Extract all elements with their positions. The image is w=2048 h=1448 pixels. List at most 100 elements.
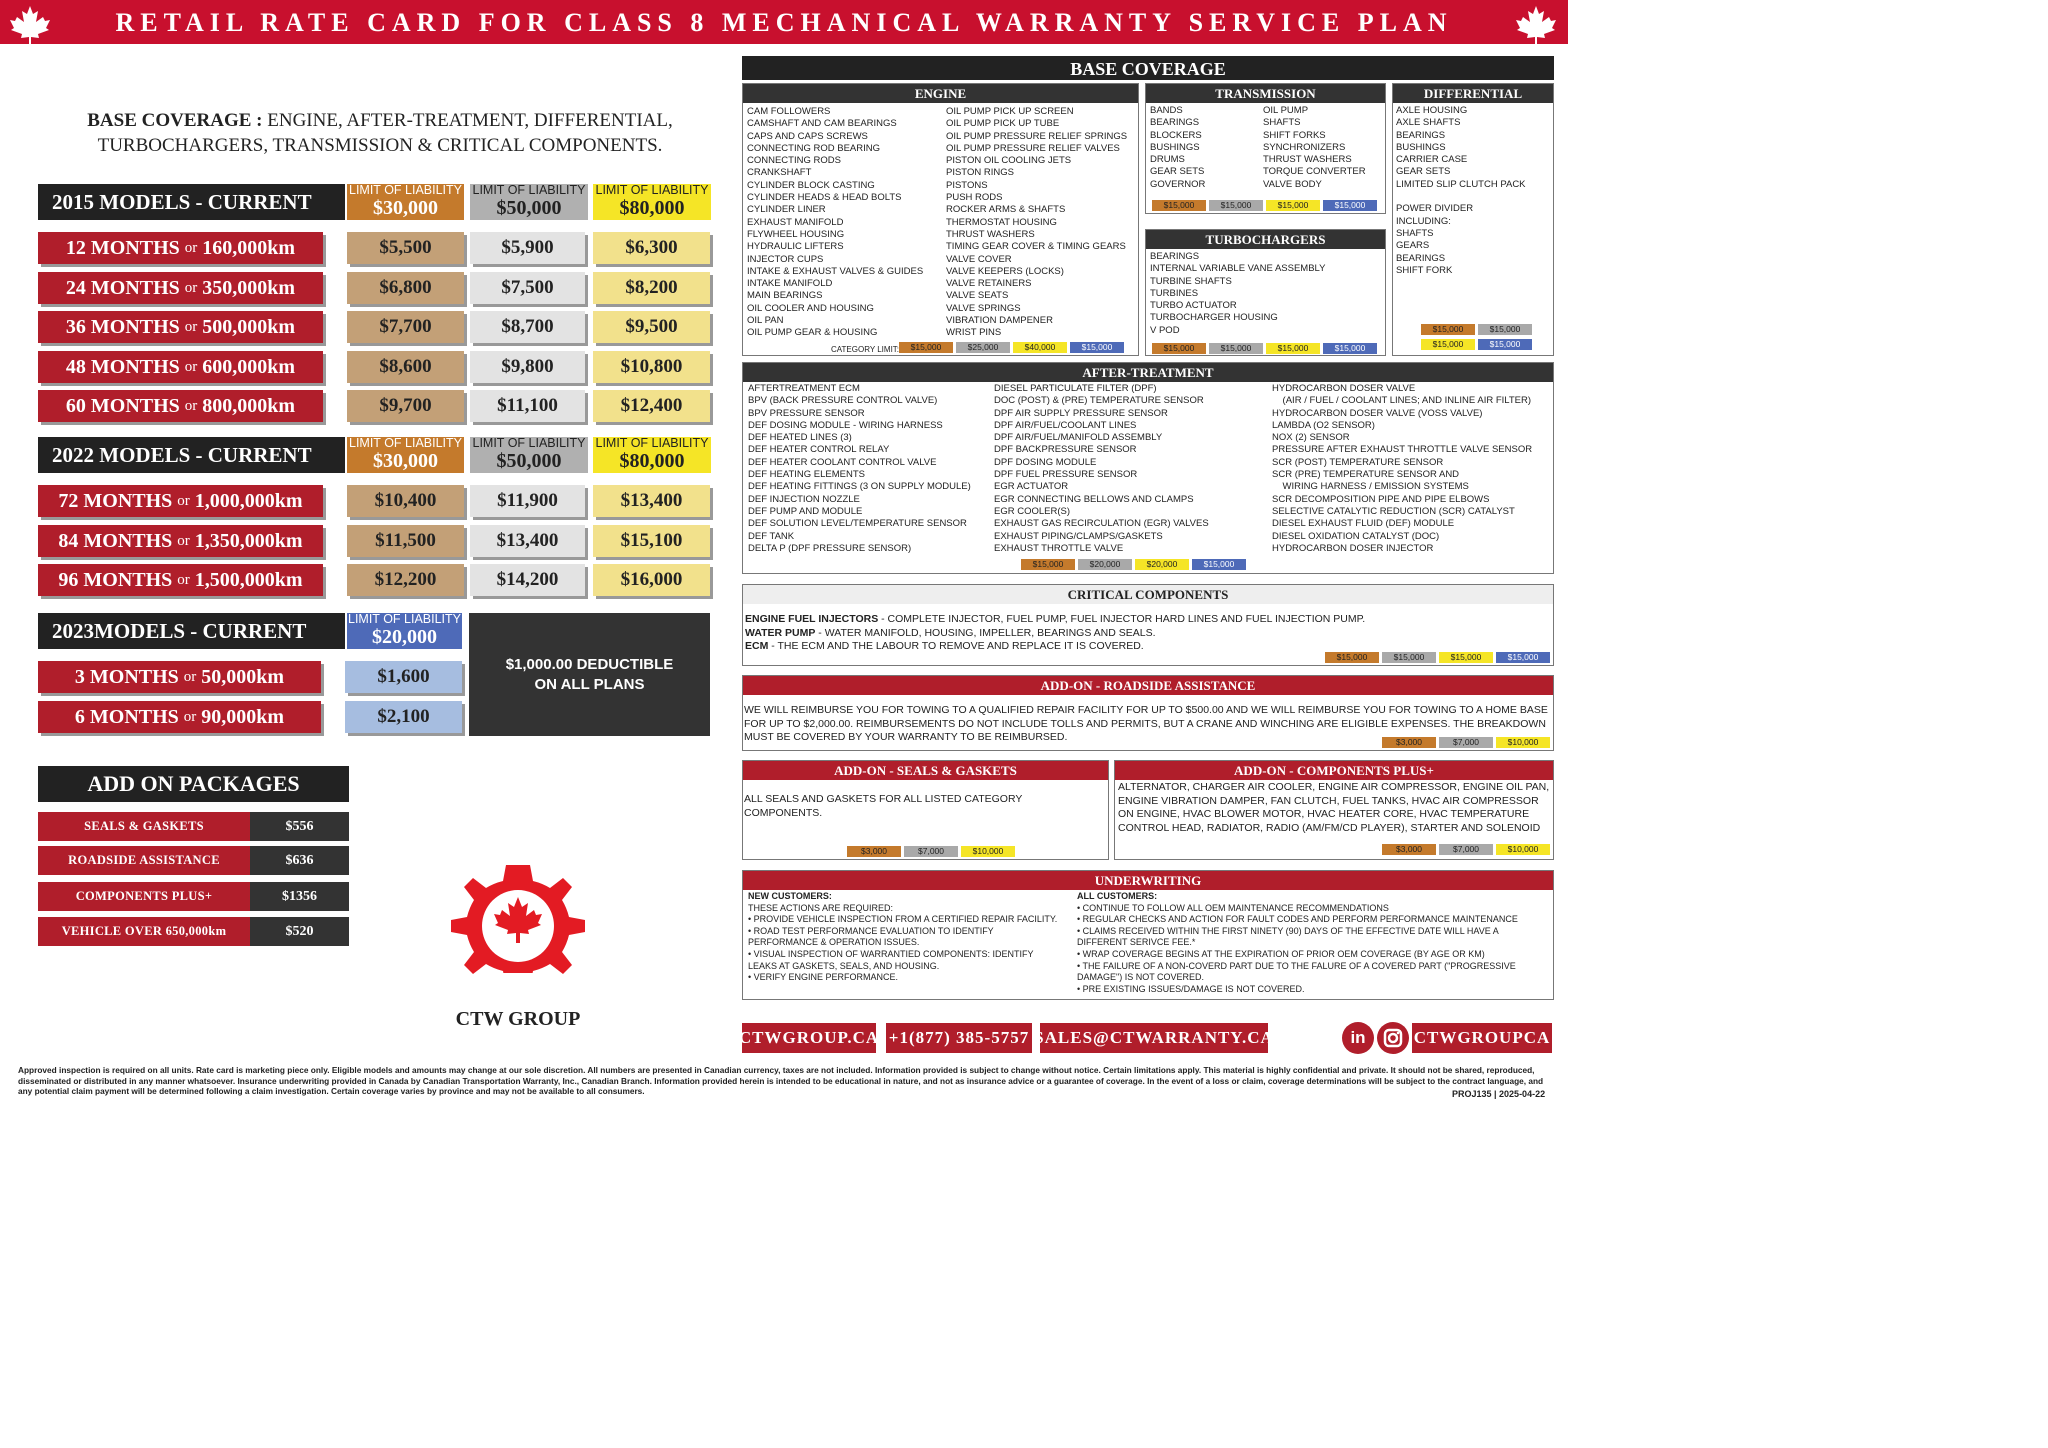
seals-box: ADD-ON - SEALS & GASKETS ALL SEALS AND G… [742,760,1109,860]
new-customers: NEW CUSTOMERS: THESE ACTIONS ARE REQUIRE… [748,891,1057,984]
list-item: AXLE HOUSING [1396,105,1468,116]
list-item: OIL PUMP [1263,105,1309,116]
section-2022-title: 2022 MODELS - CURRENT [38,437,345,473]
seals-text: ALL SEALS AND GASKETS FOR ALL LISTED CAT… [744,793,1023,819]
limit-chip: $15,000 [1478,339,1532,350]
list-item: SHAFTS [1263,117,1301,129]
section-2015-title: 2015 MODELS - CURRENT [38,184,345,220]
list-item: BUSHINGS [1396,141,1446,153]
disclaimer-text: Approved inspection is required on all u… [18,1065,1544,1096]
limit-value: $80,000 [619,197,685,220]
aftertreatment-list-1: AFTERTREATMENT ECM BPV (BACK PRESSURE CON… [748,383,971,555]
list-item: OIL PUMP GEAR & HOUSING [747,327,878,339]
website-link[interactable]: CTWGROUP.CA [739,1023,878,1053]
transmission-list-1: BANDS BEARINGS BLOCKERS BUSHINGS DRUMS GEAR S… [1150,105,1205,191]
maple-leaf-icon [1516,6,1556,44]
components-plus-box: ADD-ON - COMPONENTS PLUS+ ALTERNATOR, CH… [1114,760,1554,860]
limit-chip: $15,000 [1192,559,1246,570]
term-label: 6 MONTHS [74,705,179,728]
list-item: AXLE SHAFTS [1396,117,1461,129]
list-item: CYLINDER LINER [747,204,826,216]
price-cell: $16,000 [593,564,710,596]
turbo-limit-chips: $15,000 $15,000 $15,000 $15,000 [1152,343,1377,354]
limit-chip: $15,000 [1421,339,1475,350]
list-item: POWER DIVIDER [1396,203,1474,215]
list-item: BPV PRESSURE SENSOR [748,407,865,419]
price-cell: $7,700 [347,311,464,343]
list-item: DEF INJECTION NOZZLE [748,493,860,505]
limit-chip: $15,000 [1152,200,1206,211]
limit-chip: $3,000 [847,846,901,857]
term-row-60: 60 MONTHS or 800,000km [38,390,323,422]
instagram-icon[interactable] [1377,1022,1409,1054]
critical-item-name: ENGINE FUEL INJECTORS [745,613,879,625]
list-item: DEF SOLUTION LEVEL/TEMPERATURE SENSOR [748,518,967,530]
limit-chip: $7,000 [1439,844,1493,855]
km-label: 600,000km [202,355,296,378]
term-label: 72 MONTHS [58,489,173,512]
email-link[interactable]: SALES@CTWARRANTY.CA [1034,1023,1273,1053]
list-item: SYNCHRONIZERS [1263,141,1346,153]
section-2023-title: 2023MODELS - CURRENT [38,613,345,649]
list-item: PERFORMANCE & OPERATION ISSUES. [748,937,920,948]
list-item: LEAKS AT GASKETS, SEALS, AND HOUSING. [748,960,940,971]
km-label: 1,350,000km [194,529,303,552]
list-item: BEARINGS [1150,251,1200,262]
list-item: EXHAUST PIPING/CLAMPS/GASKETS [994,530,1163,542]
or-text: or [184,239,198,256]
list-item: TURBINE SHAFTS [1150,275,1232,287]
critical-limit-chips: $15,000 $15,000 $15,000 $15,000 [1325,652,1550,663]
price-cell: $7,500 [470,272,585,304]
transmission-title: TRANSMISSION [1146,84,1385,103]
seals-title: ADD-ON - SEALS & GASKETS [743,761,1108,780]
list-item: BANDS [1150,105,1183,116]
list-item: PRESSURE AFTER EXHAUST THROTTLE VALVE SE… [1272,444,1533,456]
engine-limit-chips: $15,000 $25,000 $40,000 $15,000 [899,342,1124,353]
limit-chip: $10,000 [961,846,1015,857]
engine-box: ENGINE CAM FOLLOWERS CAMSHAFT AND CAM BEA… [742,83,1139,356]
list-item: VALVE COVER [946,253,1012,265]
term-label: 96 MONTHS [58,568,173,591]
limit-value: $30,000 [373,197,438,220]
term-row-3: 3 MONTHS or 50,000km [38,661,321,693]
or-text: or [184,397,198,414]
limit-chip: $15,000 [1382,652,1436,663]
project-code: PROJ135 | 2025-04-22 [1452,1089,1546,1099]
list-item: WIRING HARNESS / EMISSION SYSTEMS [1272,481,1469,493]
price-cell: $12,400 [593,390,710,422]
linkedin-icon[interactable]: in [1342,1022,1374,1054]
phone-link[interactable]: +1(877) 385-5757 [886,1023,1032,1053]
list-item: DELTA P (DPF PRESSURE SENSOR) [748,542,912,554]
turbochargers-list: BEARINGS INTERNAL VARIABLE VANE ASSEMBLY T… [1150,251,1325,337]
term-label: 24 MONTHS [65,276,180,299]
list-item: FLYWHEEL HOUSING [747,228,845,240]
list-item: BEARINGS [1396,252,1446,264]
term-row-6: 6 MONTHS or 90,000km [38,701,321,733]
list-item: DEF PUMP AND MODULE [748,505,863,517]
critical-title: CRITICAL COMPONENTS [743,585,1553,604]
list-item: • CLAIMS RECEIVED WITHIN THE FIRST NINET… [1077,925,1499,936]
list-item: (AIR / FUEL / COOLANT LINES; AND INLINE … [1272,395,1532,407]
list-item: VALVE KEEPERS (LOCKS) [946,265,1064,277]
social-handle-link[interactable]: CTWGROUPCA [1412,1023,1552,1053]
list-item: DPF FUEL PRESSURE SENSOR [994,469,1138,481]
list-item: OIL PUMP PICK UP SCREEN [946,106,1074,117]
list-item: CRANKSHAFT [747,167,812,179]
km-label: 800,000km [202,394,296,417]
price-cell: $2,100 [345,701,462,733]
limit-chip: $3,000 [1382,844,1436,855]
list-item: PISTON RINGS [946,167,1014,179]
term-label: 48 MONTHS [65,355,180,378]
limit-label: LIMIT OF LIABILITY [472,436,586,450]
critical-item-text: - THE ECM AND THE LABOUR TO REMOVE AND R… [768,640,1144,652]
limit-label: LIMIT OF LIABILITY [595,436,709,450]
list-item: CAPS AND CAPS SCREWS [747,130,868,142]
limit-chip: $20,000 [1135,559,1189,570]
ctw-gear-logo [451,865,585,993]
price-cell: $8,700 [470,311,585,343]
differential-list: AXLE HOUSING AXLE SHAFTS BEARINGS BUSHINGS C… [1396,105,1526,277]
km-label: 1,500,000km [194,568,303,591]
list-item: CONNECTING ROD BEARING [747,142,881,154]
limit-label: LIMIT OF LIABILITY [595,183,709,197]
limit-chip: $10,000 [1496,844,1550,855]
